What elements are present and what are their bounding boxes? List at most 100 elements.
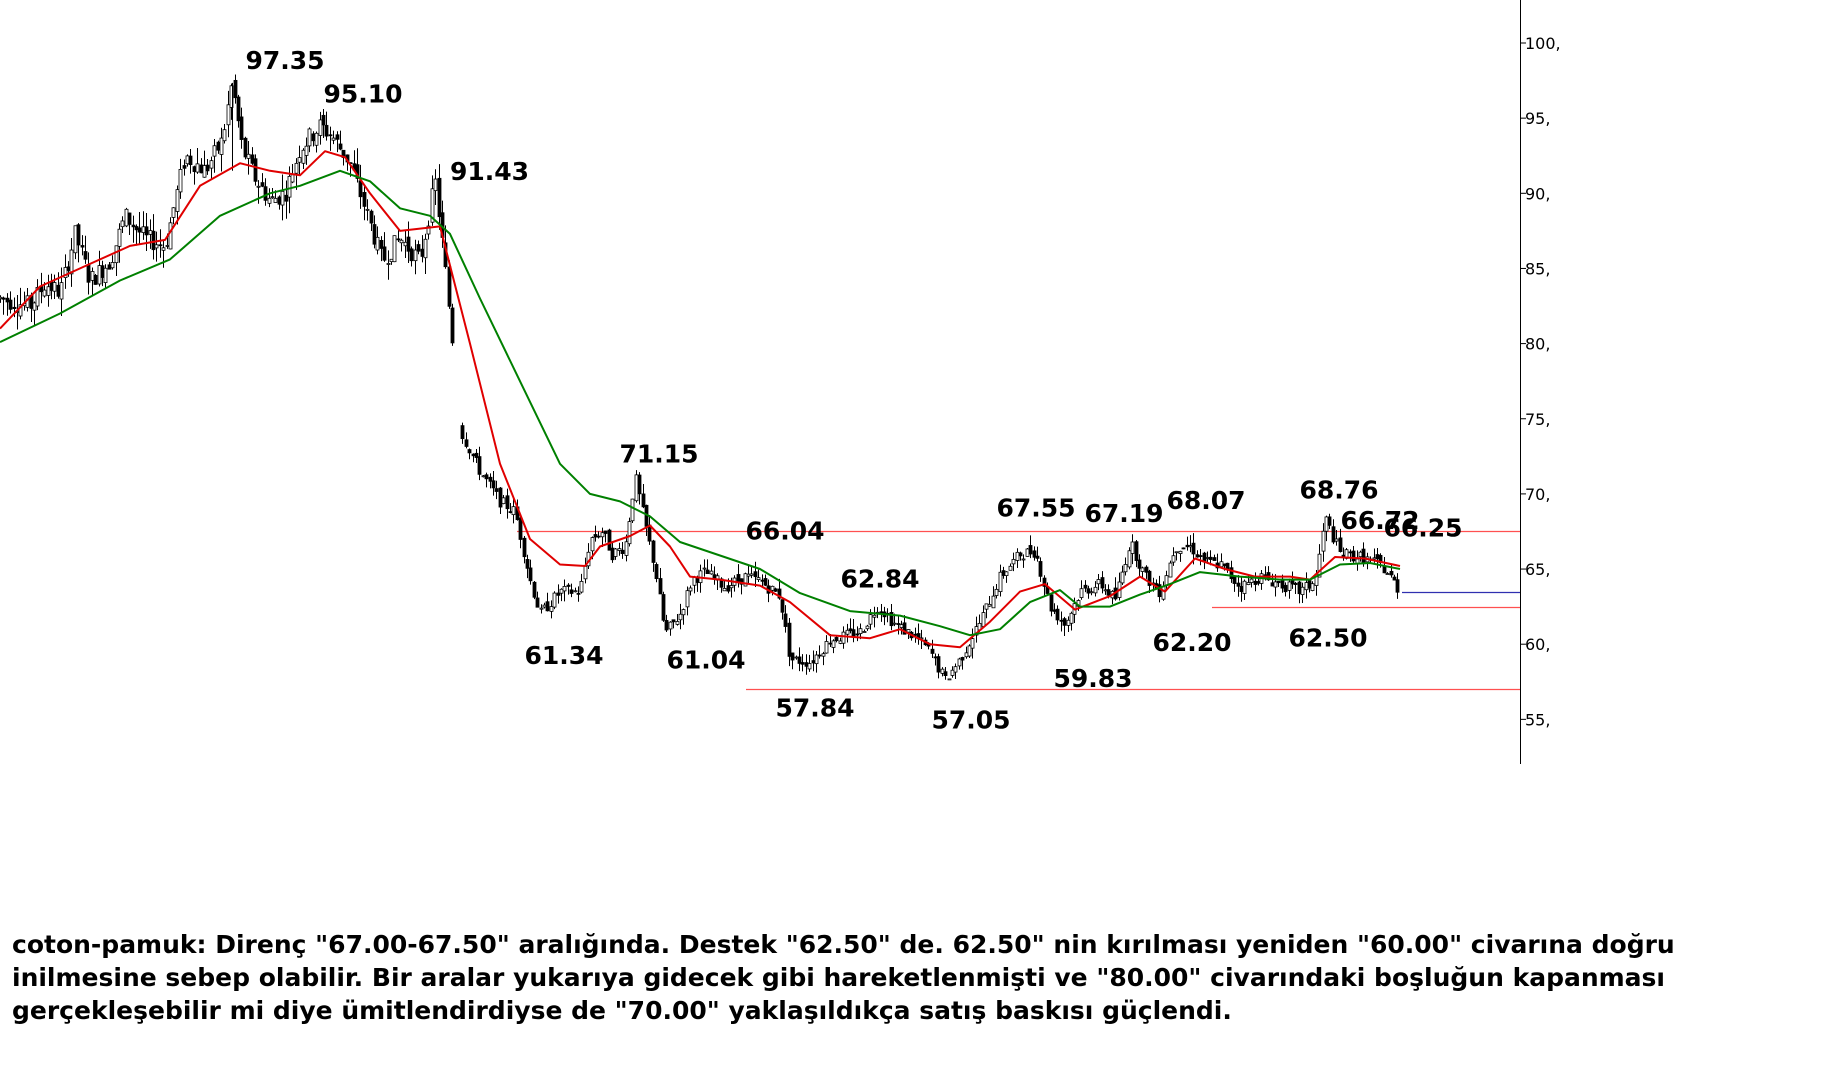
candle-body: [858, 628, 863, 634]
candle-body: [362, 192, 367, 207]
price-annotation: 91.43: [450, 157, 529, 186]
candle-body: [100, 265, 105, 278]
candle-body: [817, 654, 822, 657]
candle-body: [658, 578, 663, 595]
candle-body: [32, 302, 37, 311]
candle-body: [998, 571, 1003, 593]
candle-body: [593, 534, 598, 538]
candle-body: [1011, 559, 1016, 565]
candle-body: [1385, 573, 1390, 575]
candle-body: [1236, 582, 1241, 587]
candle-body: [1300, 586, 1305, 596]
candle-body: [365, 208, 370, 211]
candle-body: [899, 624, 904, 628]
candle-body: [1307, 580, 1312, 589]
candle-body: [994, 588, 999, 596]
candle-body: [1395, 579, 1400, 593]
candle-body: [63, 267, 68, 278]
candle-body: [1389, 570, 1394, 576]
candle-body: [1304, 582, 1309, 591]
candle-body: [508, 511, 513, 514]
candle-body: [403, 241, 408, 247]
candle-body: [413, 249, 418, 262]
candle-body: [947, 678, 952, 681]
candle-body: [464, 439, 469, 447]
y-tick-label: 80,: [1525, 335, 1550, 354]
candle-body: [930, 648, 935, 654]
candle-body: [158, 244, 163, 247]
candle-body: [569, 589, 574, 594]
candle-body: [627, 521, 632, 545]
candle-body: [253, 158, 258, 182]
candle-body: [127, 212, 132, 225]
candle-body: [777, 588, 782, 599]
y-tick-label: 55,: [1525, 710, 1550, 729]
candle-body: [1185, 544, 1190, 548]
candle-body: [1205, 557, 1210, 559]
candle-body: [848, 628, 853, 632]
candle-body: [46, 286, 51, 296]
candle-body: [1004, 571, 1009, 576]
candle-body: [80, 245, 85, 248]
candle-body: [1171, 555, 1176, 563]
candle-body: [1232, 576, 1237, 584]
candle-body: [297, 157, 302, 163]
candle-body: [1069, 612, 1074, 624]
candle-body: [780, 599, 785, 613]
candle-body: [260, 182, 265, 187]
candle-body: [59, 282, 64, 300]
price-annotation: 59.83: [1053, 664, 1132, 693]
y-tick-label: 100,: [1525, 34, 1561, 53]
price-annotation: 57.05: [931, 706, 1010, 735]
candle-body: [630, 498, 635, 522]
candle-body: [1198, 555, 1203, 557]
candle-body: [270, 196, 275, 199]
candle-body: [1327, 516, 1332, 526]
candle-body: [304, 145, 309, 156]
candle-body: [1161, 586, 1166, 600]
candle-body: [889, 611, 894, 627]
candle-body: [1208, 556, 1213, 560]
price-annotation: 68.76: [1299, 476, 1378, 505]
candle-body: [1086, 588, 1091, 594]
candle-body: [1052, 609, 1057, 612]
y-tick-label: 85,: [1525, 259, 1550, 278]
candle-body: [273, 197, 278, 203]
candle-body: [692, 576, 697, 586]
candle-body: [566, 584, 571, 587]
candle-body: [1028, 545, 1033, 555]
y-tick-label: 75,: [1525, 410, 1550, 429]
price-annotation: 62.20: [1152, 628, 1231, 657]
candle-body: [141, 226, 146, 233]
candle-body: [151, 230, 156, 251]
candle-body: [1310, 583, 1315, 591]
candle-body: [1038, 561, 1043, 577]
candle-body: [477, 456, 482, 475]
candle-body: [437, 177, 442, 218]
candle-body: [872, 614, 877, 618]
candle-body: [773, 588, 778, 592]
candle-body: [52, 282, 57, 292]
candle-body: [1106, 589, 1111, 596]
candle-body: [590, 537, 595, 552]
candle-body: [556, 592, 561, 596]
candle-body: [1334, 538, 1339, 542]
moving-average-line-2: [0, 169, 1401, 637]
candle-body: [137, 227, 142, 233]
candle-body: [610, 547, 615, 561]
candle-body: [280, 190, 285, 206]
candle-body: [1256, 581, 1261, 584]
y-tick-label: 95,: [1525, 109, 1550, 128]
candle-body: [256, 185, 261, 188]
candle-body: [358, 180, 363, 198]
y-tick-label: 60,: [1525, 635, 1550, 654]
candle-body: [311, 133, 316, 142]
candle-body: [790, 652, 795, 661]
price-annotation: 61.34: [524, 641, 603, 670]
candle-body: [831, 640, 836, 648]
candle-body: [783, 613, 788, 627]
candle-body: [573, 590, 578, 593]
candle-body: [603, 530, 608, 534]
caption-line-2: inilmesine sebep olabilir. Bir aralar yu…: [12, 963, 1666, 992]
candle-body: [828, 642, 833, 645]
